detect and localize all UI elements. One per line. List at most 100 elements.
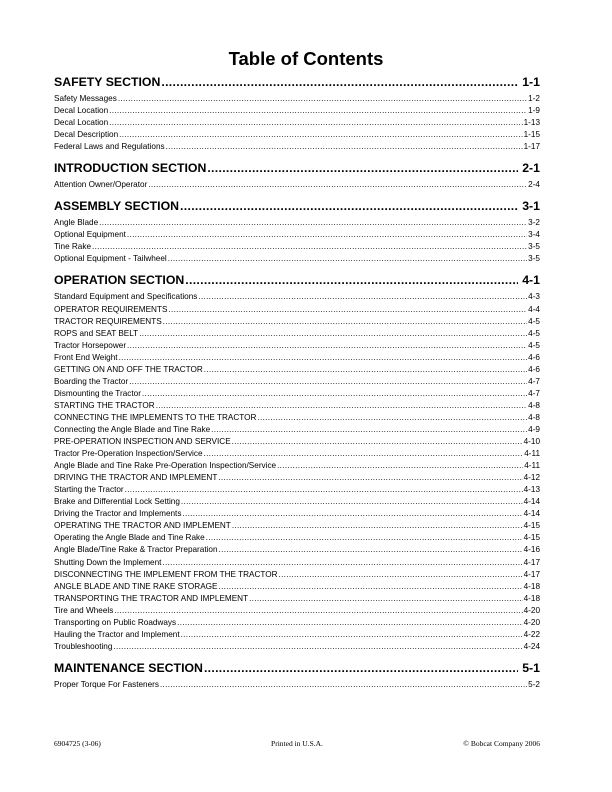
toc-entry[interactable]: Operating the Angle Blade and Tine Rake 4…: [54, 532, 540, 544]
toc-entry[interactable]: PRE-OPERATION INSPECTION AND SERVICE 4-10: [54, 436, 540, 448]
dot-leader: [279, 569, 523, 581]
toc-entry[interactable]: ROPS and SEAT BELT 4-5: [54, 328, 540, 340]
toc-entry[interactable]: Shutting Down the Implement 4-17: [54, 557, 540, 569]
toc-section-heading[interactable]: ASSEMBLY SECTION 3-1: [54, 198, 540, 214]
toc-entry[interactable]: Dismounting the Tractor 4-7: [54, 388, 540, 400]
toc-label: Angle Blade/Tine Rake & Tractor Preparat…: [54, 545, 218, 555]
dot-leader: [232, 520, 523, 532]
dot-leader: [119, 129, 522, 141]
toc-page-number: 4-13: [523, 485, 540, 495]
toc-entry[interactable]: GETTING ON AND OFF THE TRACTOR 4-6: [54, 364, 540, 376]
toc-label: OPERATING THE TRACTOR AND IMPLEMENT: [54, 521, 231, 531]
footer-part-number: 6904725 (3-06): [54, 739, 101, 748]
toc-entry[interactable]: Decal Location 1-9: [54, 105, 540, 117]
dot-leader: [109, 117, 522, 129]
toc-label: SAFETY SECTION: [54, 75, 161, 89]
toc-section: INTRODUCTION SECTION 2-1 Attention Owner/O…: [54, 160, 540, 191]
toc-entry[interactable]: Front End Weight 4-6: [54, 352, 540, 364]
dot-leader: [219, 581, 523, 593]
toc-entry[interactable]: ANGLE BLADE AND TINE RAKE STORAGE 4-18: [54, 581, 540, 593]
toc-label: Proper Torque For Fasteners: [54, 679, 159, 689]
dot-leader: [166, 141, 523, 153]
toc-section: MAINTENANCE SECTION 5-1 Proper Torque For …: [54, 660, 540, 691]
toc-page-number: 1-15: [523, 130, 540, 140]
toc-entry[interactable]: Tine Rake 3-5: [54, 241, 540, 253]
toc-entry[interactable]: Tire and Wheels 4-20: [54, 605, 540, 617]
toc-page-number: 4-1: [522, 273, 540, 288]
toc-entry[interactable]: Tractor Horsepower 4-5: [54, 340, 540, 352]
toc-label: Federal Laws and Regulations: [54, 142, 165, 152]
toc-label: DISCONNECTING THE IMPLEMENT FROM THE TRA…: [54, 569, 278, 579]
toc-section-heading[interactable]: INTRODUCTION SECTION 2-1: [54, 160, 540, 176]
toc-entry[interactable]: Federal Laws and Regulations 1-17: [54, 141, 540, 153]
dot-leader: [168, 253, 527, 265]
toc-page-number: 4-11: [524, 461, 540, 471]
toc-label: OPERATOR REQUIREMENTS: [54, 304, 168, 314]
toc-section-heading[interactable]: OPERATION SECTION 4-1: [54, 272, 540, 288]
toc-entry[interactable]: Boarding the Tractor 4-7: [54, 376, 540, 388]
toc-entry[interactable]: DRIVING THE TRACTOR AND IMPLEMENT 4-12: [54, 472, 540, 484]
toc-entry[interactable]: DISCONNECTING THE IMPLEMENT FROM THE TRA…: [54, 569, 540, 581]
dot-leader: [218, 472, 522, 484]
toc-page-number: 2-4: [528, 180, 540, 190]
toc-page-number: 4-8: [528, 400, 540, 410]
dot-leader: [204, 660, 518, 676]
toc-page-number: 4-24: [523, 641, 540, 651]
toc-page-number: 4-17: [523, 569, 540, 579]
toc-entry[interactable]: Optional Equipment - Tailwheel 3-5: [54, 253, 540, 265]
toc-entry[interactable]: TRACTOR REQUIREMENTS 4-5: [54, 316, 540, 328]
toc-entry[interactable]: CONNECTING THE IMPLEMENTS TO THE TRACTOR…: [54, 412, 540, 424]
toc-entry[interactable]: Decal Location 1-13: [54, 117, 540, 129]
toc-label: Transporting on Public Roadways: [54, 617, 177, 627]
toc-page-number: 4-18: [523, 581, 540, 591]
toc-entry[interactable]: Tractor Pre-Operation Inspection/Service…: [54, 448, 540, 460]
footer-copyright: © Bobcat Company 2006: [463, 739, 540, 748]
toc-entry[interactable]: Brake and Differential Lock Setting 4-14: [54, 496, 540, 508]
toc-section-heading[interactable]: MAINTENANCE SECTION 5-1: [54, 660, 540, 676]
toc-label: Decal Location: [54, 118, 109, 128]
dot-leader: [148, 179, 527, 191]
toc-label: Attention Owner/Operator: [54, 180, 148, 190]
toc-page-number: 1-1: [522, 75, 540, 89]
toc-label: Optional Equipment - Tailwheel: [54, 254, 167, 264]
toc-entry[interactable]: Attention Owner/Operator 2-4: [54, 179, 540, 191]
page-title: Table of Contents: [228, 48, 384, 69]
toc-label: Dismounting the Tractor: [54, 388, 141, 398]
toc-label: Optional Equipment: [54, 230, 126, 240]
toc-entry[interactable]: Angle Blade and Tine Rake Pre-Operation …: [54, 460, 540, 472]
toc-page-number: 5-1: [522, 660, 540, 675]
toc-entry[interactable]: OPERATOR REQUIREMENTS 4-4: [54, 304, 540, 316]
toc-entry[interactable]: TRANSPORTING THE TRACTOR AND IMPLEMENT 4-…: [54, 593, 540, 605]
toc-entry[interactable]: Driving the Tractor and Implements 4-14: [54, 508, 540, 520]
toc-entry[interactable]: Troubleshooting 4-24: [54, 641, 540, 653]
toc-entry[interactable]: Angle Blade/Tine Rake & Tractor Preparat…: [54, 544, 540, 556]
toc-page-number: 4-7: [528, 388, 540, 398]
toc-section: SAFETY SECTION 1-1 Safety Messages 1-2 Decal…: [54, 74, 540, 153]
dot-leader: [114, 605, 522, 617]
toc-entry[interactable]: OPERATING THE TRACTOR AND IMPLEMENT 4-15: [54, 520, 540, 532]
toc-entry[interactable]: STARTING THE TRACTOR 4-8: [54, 400, 540, 412]
toc-entry[interactable]: Standard Equipment and Specifications 4-3: [54, 291, 540, 303]
dot-leader: [232, 436, 523, 448]
dot-leader: [139, 328, 527, 340]
toc-entry[interactable]: Connecting the Angle Blade and Tine Rake…: [54, 424, 540, 436]
toc-entry[interactable]: Decal Description 1-15: [54, 129, 540, 141]
toc-label: Troubleshooting: [54, 641, 113, 651]
toc-page-number: 3-5: [528, 254, 540, 264]
dot-leader: [249, 593, 523, 605]
toc-entry[interactable]: Optional Equipment 3-4: [54, 229, 540, 241]
dot-leader: [277, 460, 523, 472]
toc-entry[interactable]: Proper Torque For Fasteners 5-2: [54, 679, 540, 691]
toc-entry[interactable]: Transporting on Public Roadways 4-20: [54, 617, 540, 629]
dot-leader: [127, 340, 527, 352]
toc-entry[interactable]: Starting the Tractor 4-13: [54, 484, 540, 496]
dot-leader: [99, 217, 527, 229]
toc-entry[interactable]: Hauling the Tractor and Implement 4-22: [54, 629, 540, 641]
toc-entry[interactable]: Angle Blade 3-2: [54, 217, 540, 229]
dot-leader: [125, 484, 523, 496]
toc-label: STARTING THE TRACTOR: [54, 400, 155, 410]
toc-section-heading[interactable]: SAFETY SECTION 1-1: [54, 74, 540, 90]
toc-page-number: 4-4: [528, 304, 540, 314]
toc-entry[interactable]: Safety Messages 1-2: [54, 93, 540, 105]
